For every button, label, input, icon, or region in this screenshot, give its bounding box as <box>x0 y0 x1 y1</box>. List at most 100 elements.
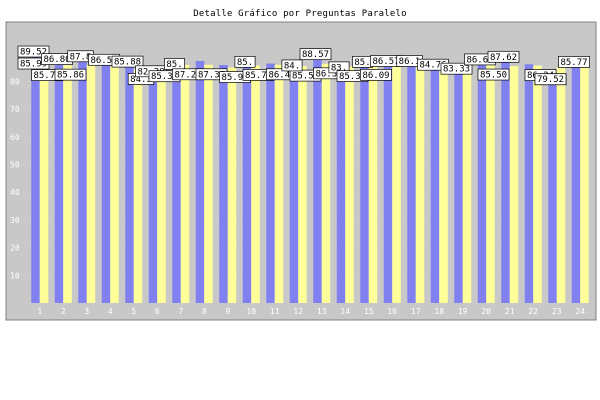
y-tick-label: 20 <box>10 244 20 253</box>
data-label: 85.35 <box>339 72 366 82</box>
bar-series-1 <box>336 70 346 304</box>
y-tick-label: 60 <box>10 133 20 142</box>
bar-series-2 <box>110 65 119 303</box>
y-tick-label: 70 <box>10 105 20 114</box>
data-label: 86.57 <box>372 57 399 67</box>
x-tick-label: 12 <box>293 307 303 316</box>
bar-series-2 <box>345 66 354 303</box>
bar-series-1 <box>430 68 440 303</box>
bar-series-1 <box>571 65 581 303</box>
bar-series-1 <box>101 63 111 304</box>
bar-series-2 <box>556 67 566 303</box>
bar-series-1 <box>360 65 369 303</box>
x-tick-label: 10 <box>246 307 256 316</box>
bar-series-1 <box>195 60 205 303</box>
data-label-box <box>487 50 520 63</box>
bar-series-2 <box>298 66 307 304</box>
x-tick-label: 18 <box>434 307 444 316</box>
chart-title: Detalle Gráfico por Preguntas Paralelo <box>193 9 407 19</box>
data-label: 85.86 <box>57 71 84 81</box>
x-tick-label: 7 <box>178 307 183 316</box>
bar-series-2 <box>533 65 542 304</box>
bar-series-1 <box>524 64 534 303</box>
data-label: 86.54 <box>90 56 117 66</box>
bar-series-1 <box>172 61 181 303</box>
bar-series-1 <box>219 65 228 303</box>
y-tick-label: 80 <box>10 77 20 86</box>
data-label-box <box>477 68 510 81</box>
bar-series-2 <box>392 66 401 303</box>
data-label: 86.67 <box>466 55 493 65</box>
data-label: 88.57 <box>302 50 329 60</box>
bar-series-2 <box>274 64 284 303</box>
data-label-box <box>234 55 256 68</box>
bar-series-2 <box>39 65 49 303</box>
x-tick-label: 13 <box>317 307 327 316</box>
data-label-box <box>360 68 392 81</box>
data-label: 84.3 <box>130 75 152 85</box>
data-label: 87.37 <box>198 70 225 80</box>
x-tick-label: 23 <box>552 307 562 316</box>
data-label: 85.78 <box>245 71 272 81</box>
bar-series-2 <box>63 65 72 303</box>
bar-series-2 <box>157 66 166 304</box>
x-tick-label: 24 <box>575 307 585 316</box>
bar-series-2 <box>227 67 237 303</box>
x-tick-label: 16 <box>387 307 397 316</box>
bar-series-2 <box>486 65 495 303</box>
bar-series-1 <box>289 68 299 303</box>
data-label: 85.30 <box>151 72 178 82</box>
x-tick-label: 6 <box>155 307 160 316</box>
data-label: 85.52 <box>292 72 319 82</box>
x-tick-label: 5 <box>131 307 136 316</box>
bar-series-1 <box>501 60 510 303</box>
data-label: 85.77 <box>560 58 587 68</box>
x-tick-label: 9 <box>225 307 230 316</box>
bar-series-1 <box>148 74 158 303</box>
bar-series-1 <box>125 65 134 303</box>
y-tick-label: 40 <box>10 188 20 197</box>
x-tick-label: 19 <box>458 307 468 316</box>
data-label: 79.52 <box>537 75 564 85</box>
data-label: 86.35 <box>315 69 342 79</box>
data-label: 85. <box>354 58 370 68</box>
data-label: 89.52 <box>20 48 47 58</box>
bar-series-1 <box>266 63 275 304</box>
data-label: 85. <box>237 58 253 68</box>
data-label: 85.99 <box>20 60 47 70</box>
data-label-box <box>299 48 332 61</box>
bar-series-2 <box>86 65 96 303</box>
bar-series-1 <box>78 59 87 303</box>
bar-series-1 <box>407 64 416 304</box>
bar-series-1 <box>313 57 322 303</box>
bar-series-2 <box>204 64 213 303</box>
x-tick-label: 4 <box>108 307 113 316</box>
x-tick-label: 1 <box>37 307 42 316</box>
data-label: 86.80 <box>43 55 70 65</box>
data-label-box <box>558 56 590 68</box>
bar-series-2 <box>133 69 143 303</box>
data-label: 86.1 <box>399 57 421 67</box>
data-label: 84. <box>284 61 300 71</box>
x-tick-label: 11 <box>270 307 280 316</box>
bar-series-2 <box>462 67 472 303</box>
bar-series-2 <box>509 66 519 303</box>
data-label: 87.62 <box>490 53 517 63</box>
data-label: 86.09 <box>362 71 389 81</box>
bar-series-1 <box>383 64 393 303</box>
data-label: 85.50 <box>480 71 507 81</box>
bar-series-2 <box>180 64 190 303</box>
data-label: 86.43 <box>268 70 295 80</box>
y-tick-label: 10 <box>10 271 20 280</box>
data-label-box <box>281 59 303 72</box>
x-tick-label: 17 <box>411 307 421 316</box>
bar-series-2 <box>580 65 589 303</box>
bar-series-2 <box>439 67 448 303</box>
data-label: 85.92 <box>221 73 248 83</box>
data-label: 85. <box>166 60 182 70</box>
y-tick-label: 30 <box>10 216 20 225</box>
data-label-box <box>54 68 87 81</box>
bar-series-1 <box>548 82 557 303</box>
data-label: 87.8 <box>70 52 92 62</box>
